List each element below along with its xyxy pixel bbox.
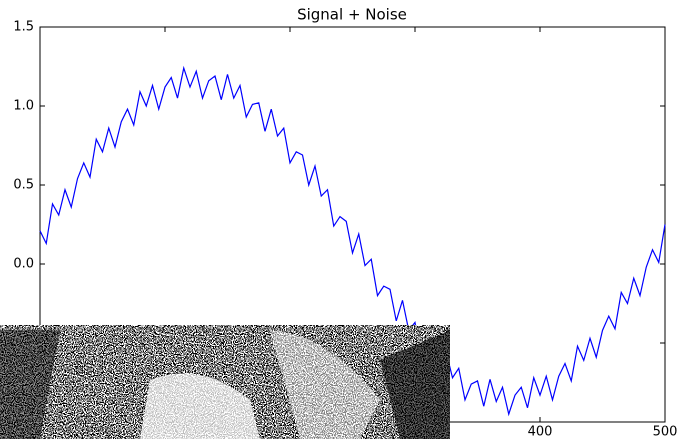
chart-title: Signal + Noise — [297, 6, 407, 24]
x-tick-label: 500 — [653, 425, 678, 439]
y-tick-label: 0.0 — [13, 257, 34, 272]
y-tick-label: 1.0 — [13, 99, 34, 114]
x-tick-label: 400 — [528, 425, 553, 439]
dithered-image — [0, 325, 450, 439]
y-tick-label: 1.5 — [13, 20, 34, 35]
signal-line — [39, 65, 666, 417]
y-tick-label: 0.5 — [13, 178, 34, 193]
